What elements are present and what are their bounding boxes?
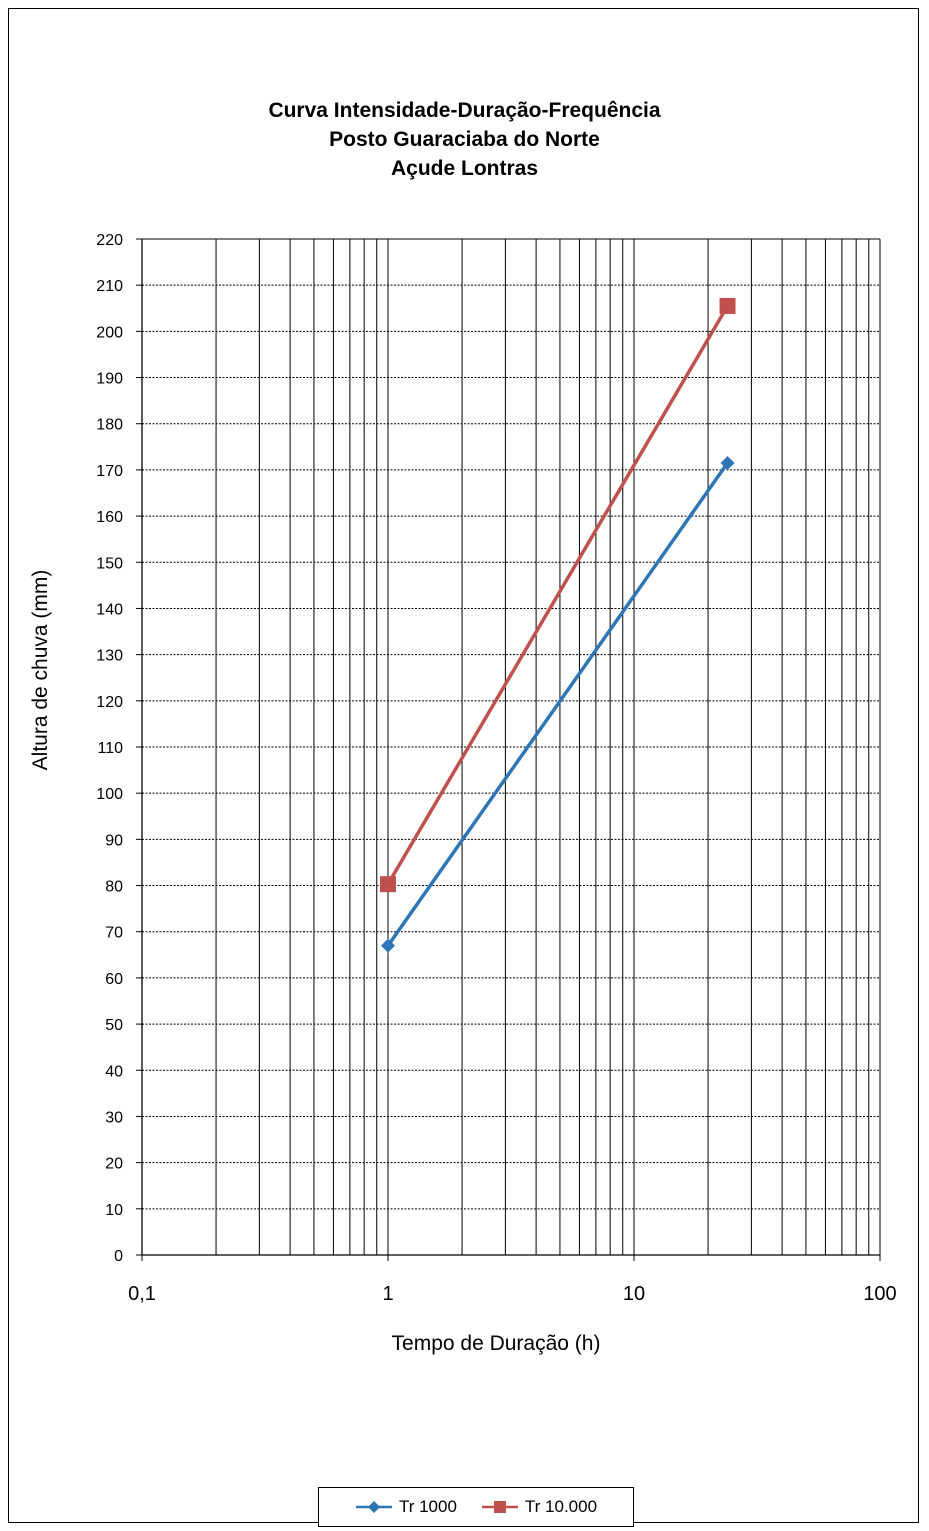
- grid-lines: [142, 238, 880, 1255]
- y-tick-label: 90: [105, 832, 123, 849]
- data-series: [380, 297, 736, 953]
- chart-title-line-1: Curva Intensidade-Duração-Frequência: [268, 99, 661, 122]
- legend-item-tr-1000: Tr 1000: [355, 1497, 457, 1517]
- y-tick-label: 150: [96, 555, 123, 572]
- y-tick-label: 0: [114, 1248, 123, 1265]
- x-axis-label: Tempo de Duração (h): [392, 1332, 601, 1355]
- data-point-marker: [380, 876, 396, 893]
- series-line-1: [386, 461, 729, 947]
- x-tick-label: 100: [863, 1283, 896, 1305]
- legend-label-tr-1000: Tr 1000: [398, 1497, 457, 1516]
- y-tick-label: 10: [105, 1202, 123, 1219]
- y-tick-label: 120: [96, 694, 123, 711]
- y-tick-label: 60: [105, 971, 123, 988]
- y-tick-label: 20: [105, 1156, 123, 1173]
- y-tick-label: 190: [96, 371, 123, 388]
- data-point-marker: [381, 938, 395, 953]
- y-axis-label: Altura de chuva (mm): [29, 570, 52, 771]
- chart-title-line-3: Açude Lontras: [390, 157, 539, 180]
- y-tick-label: 210: [96, 278, 123, 295]
- data-point-marker: [719, 297, 736, 314]
- y-tick-label: 180: [96, 417, 123, 434]
- legend: Tr 1000 Tr 10.000: [318, 1487, 634, 1527]
- data-point-marker: [720, 455, 735, 470]
- y-tick-label: 30: [105, 1109, 123, 1126]
- chart-title-line-2: Posto Guaraciaba do Norte: [329, 128, 600, 151]
- chart-title: Curva Intensidade-Duração-Frequência Pos…: [0, 96, 929, 183]
- y-tick-label: 200: [96, 324, 123, 341]
- y-tick-label: 220: [96, 232, 123, 249]
- series-line-2: [386, 305, 730, 886]
- y-tick-label: 70: [105, 925, 123, 942]
- y-tick-label: 100: [96, 786, 123, 803]
- y-tick-label: 80: [105, 879, 123, 896]
- legend-item-tr-10000: Tr 10.000: [481, 1497, 597, 1517]
- square-marker-icon: [481, 1501, 518, 1513]
- tick-labels: 0102030405060708090100110120130140150160…: [96, 232, 896, 1305]
- y-tick-label: 130: [96, 648, 123, 665]
- y-tick-label: 110: [97, 740, 123, 757]
- x-tick-label: 1: [382, 1283, 393, 1305]
- x-tick-label: 10: [623, 1283, 645, 1305]
- legend-label-tr-10000: Tr 10.000: [524, 1497, 598, 1516]
- x-tick-label: 0,1: [128, 1283, 156, 1305]
- y-tick-label: 160: [96, 509, 123, 526]
- y-tick-label: 40: [105, 1063, 123, 1080]
- chart-frame: [8, 8, 919, 1523]
- y-tick-label: 50: [105, 1017, 123, 1034]
- diamond-marker-icon: [355, 1501, 392, 1513]
- y-tick-label: 140: [96, 601, 123, 618]
- y-tick-label: 170: [96, 463, 123, 480]
- axes: [136, 238, 881, 1261]
